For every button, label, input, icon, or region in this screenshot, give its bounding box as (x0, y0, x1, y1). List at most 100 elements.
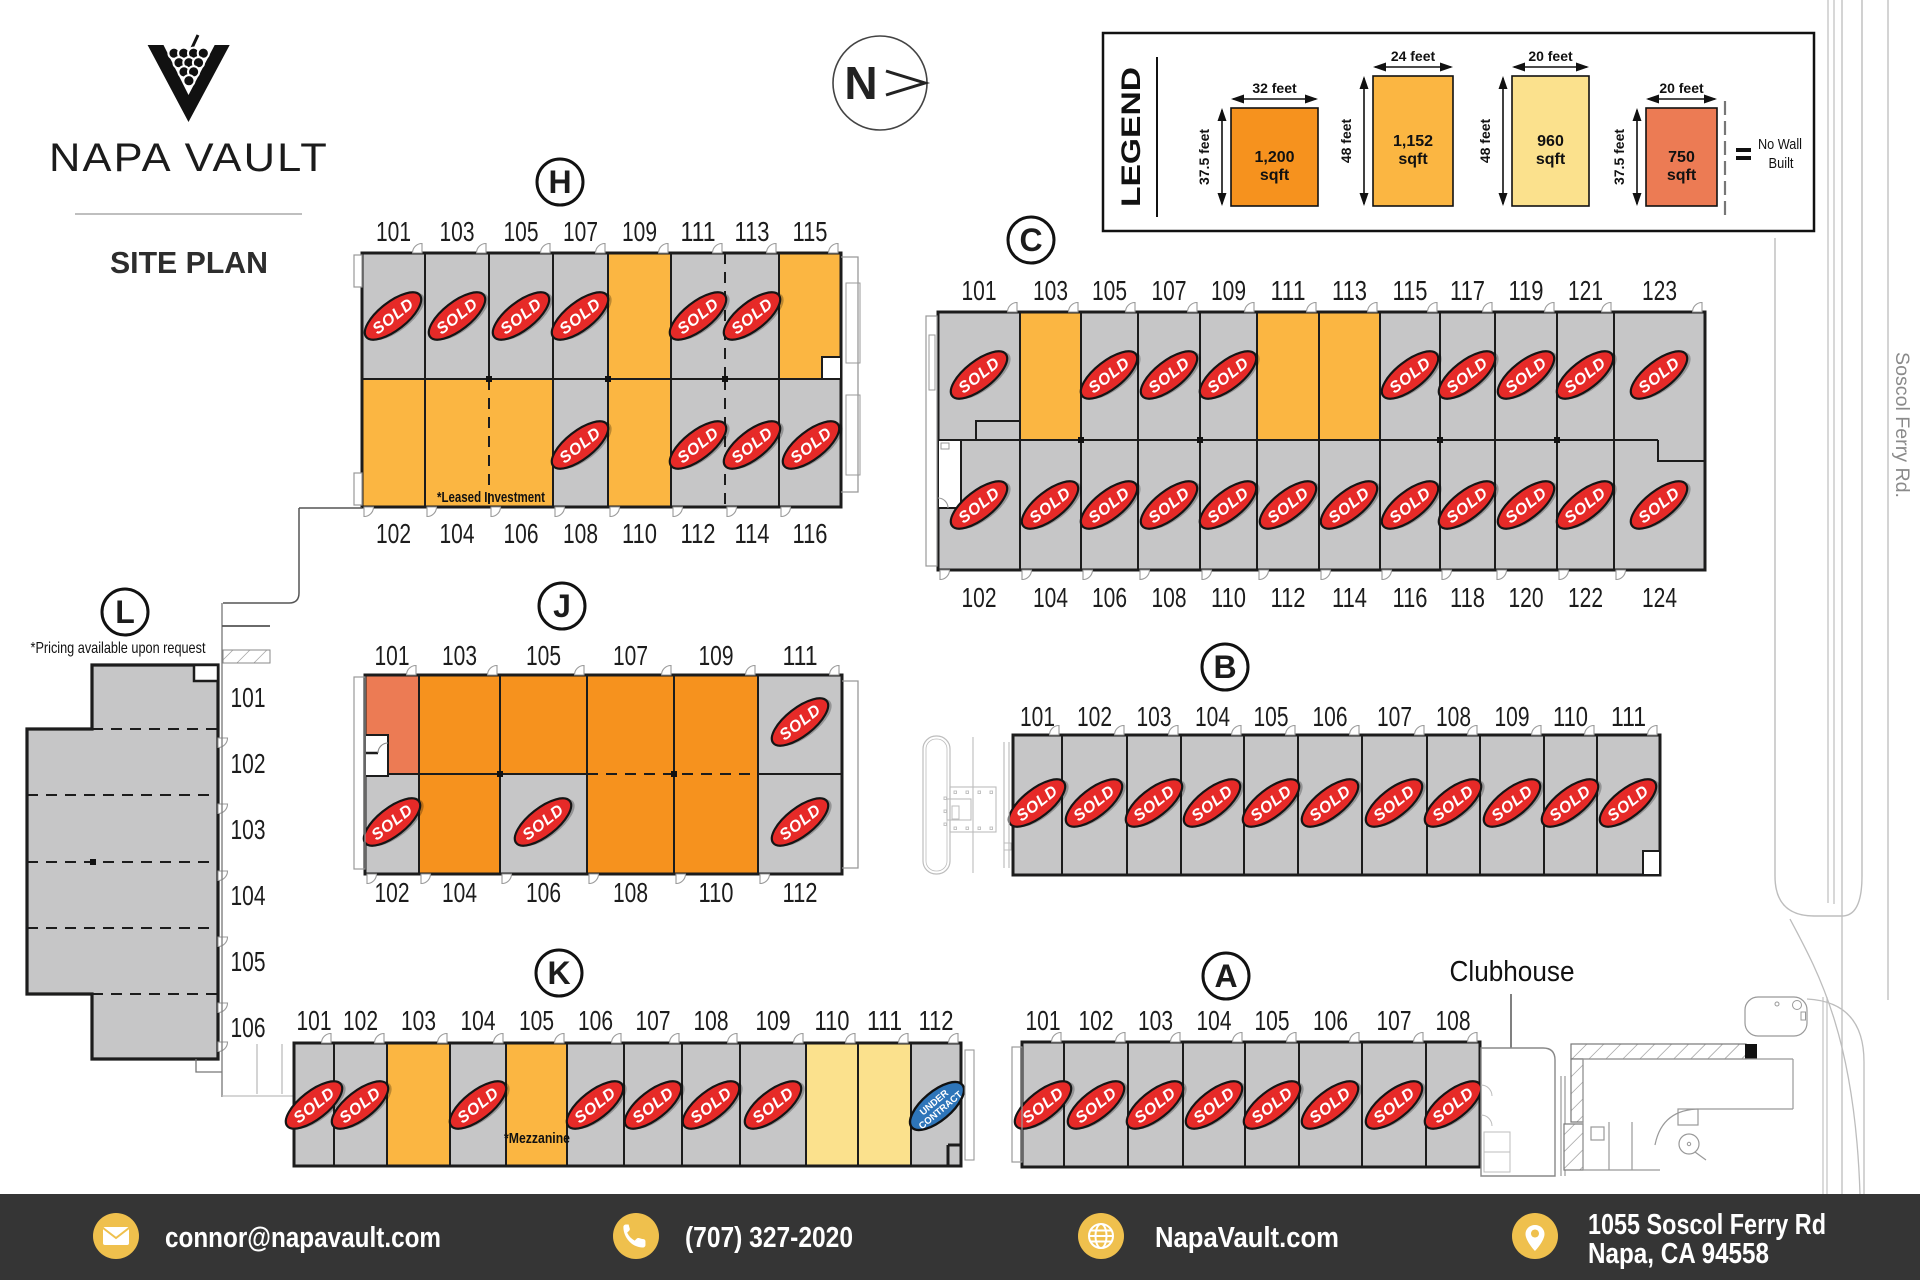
svg-text:105: 105 (1254, 701, 1289, 732)
svg-text:106: 106 (1313, 701, 1348, 732)
svg-text:101: 101 (1020, 701, 1055, 732)
svg-text:101: 101 (376, 216, 411, 247)
svg-text:110: 110 (1211, 582, 1246, 613)
svg-text:105: 105 (231, 946, 266, 977)
svg-text:107: 107 (636, 1005, 671, 1036)
svg-text:110: 110 (1553, 701, 1588, 732)
svg-text:102: 102 (962, 582, 997, 613)
svg-text:sqft: sqft (1260, 167, 1290, 184)
svg-text:112: 112 (1271, 582, 1306, 613)
svg-text:SITE PLAN: SITE PLAN (110, 245, 268, 280)
svg-text:Clubhouse: Clubhouse (1450, 956, 1575, 988)
svg-text:111: 111 (867, 1005, 902, 1036)
svg-text:107: 107 (613, 640, 648, 671)
svg-text:102: 102 (231, 748, 266, 779)
svg-text:(707) 327-2020: (707) 327-2020 (685, 1222, 853, 1254)
svg-text:104: 104 (231, 880, 266, 911)
svg-text:109: 109 (1495, 701, 1530, 732)
svg-text:119: 119 (1509, 275, 1544, 306)
svg-text:115: 115 (793, 216, 828, 247)
svg-text:107: 107 (1152, 275, 1187, 306)
svg-text:connor@napavault.com: connor@napavault.com (165, 1222, 441, 1254)
svg-text:1055 Soscol Ferry Rd: 1055 Soscol Ferry Rd (1588, 1209, 1826, 1241)
svg-text:N: N (844, 57, 877, 109)
svg-text:112: 112 (681, 518, 716, 549)
svg-text:109: 109 (699, 640, 734, 671)
svg-text:111: 111 (681, 216, 716, 247)
svg-text:102: 102 (376, 518, 411, 549)
svg-text:Soscol Ferry Rd.: Soscol Ferry Rd. (1891, 352, 1912, 498)
svg-text:NAPA VAULT: NAPA VAULT (49, 136, 329, 180)
svg-text:K: K (547, 955, 570, 991)
svg-text:104: 104 (440, 518, 475, 549)
svg-text:101: 101 (231, 682, 266, 713)
svg-text:108: 108 (1152, 582, 1187, 613)
svg-text:101: 101 (962, 275, 997, 306)
svg-text:111: 111 (1271, 275, 1306, 306)
svg-text:101: 101 (375, 640, 410, 671)
svg-text:108: 108 (613, 877, 648, 908)
svg-text:110: 110 (699, 877, 734, 908)
svg-text:48 feet: 48 feet (1338, 118, 1354, 163)
svg-text:Built: Built (1769, 155, 1795, 172)
svg-text:105: 105 (519, 1005, 554, 1036)
svg-text:116: 116 (793, 518, 828, 549)
svg-text:105: 105 (504, 216, 539, 247)
svg-text:106: 106 (1092, 582, 1127, 613)
svg-text:106: 106 (578, 1005, 613, 1036)
svg-text:104: 104 (1033, 582, 1068, 613)
svg-text:122: 122 (1568, 582, 1603, 613)
svg-text:102: 102 (1079, 1005, 1114, 1036)
svg-text:112: 112 (783, 877, 818, 908)
svg-text:107: 107 (563, 216, 598, 247)
svg-text:106: 106 (526, 877, 561, 908)
svg-text:104: 104 (442, 877, 477, 908)
svg-text:48 feet: 48 feet (1477, 118, 1493, 163)
svg-text:Napa, CA 94558: Napa, CA 94558 (1588, 1238, 1769, 1270)
svg-text:123: 123 (1642, 275, 1677, 306)
svg-text:109: 109 (622, 216, 657, 247)
svg-text:NapaVault.com: NapaVault.com (1155, 1222, 1339, 1254)
svg-text:121: 121 (1568, 275, 1603, 306)
svg-text:105: 105 (526, 640, 561, 671)
svg-text:37.5 feet: 37.5 feet (1196, 129, 1212, 185)
svg-text:J: J (553, 588, 571, 624)
svg-text:106: 106 (504, 518, 539, 549)
svg-text:102: 102 (343, 1005, 378, 1036)
svg-text:32 feet: 32 feet (1252, 80, 1297, 96)
svg-text:124: 124 (1642, 582, 1677, 613)
svg-text:107: 107 (1377, 701, 1412, 732)
svg-text:108: 108 (1436, 1005, 1471, 1036)
svg-text:103: 103 (1137, 701, 1172, 732)
svg-text:LEGEND: LEGEND (1116, 67, 1146, 207)
svg-text:102: 102 (375, 877, 410, 908)
svg-text:37.5 feet: 37.5 feet (1611, 129, 1627, 185)
svg-text:116: 116 (1393, 582, 1428, 613)
svg-text:114: 114 (735, 518, 770, 549)
svg-text:111: 111 (783, 640, 818, 671)
svg-text:113: 113 (735, 216, 770, 247)
svg-text:*Mezzanine: *Mezzanine (504, 1130, 570, 1147)
svg-text:750: 750 (1668, 149, 1695, 166)
svg-text:110: 110 (815, 1005, 850, 1036)
svg-text:101: 101 (1026, 1005, 1061, 1036)
svg-text:L: L (115, 594, 135, 630)
svg-text:102: 102 (1077, 701, 1112, 732)
svg-text:sqft: sqft (1667, 167, 1697, 184)
svg-text:113: 113 (1332, 275, 1367, 306)
svg-text:120: 120 (1509, 582, 1544, 613)
svg-text:104: 104 (1197, 1005, 1232, 1036)
svg-text:sqft: sqft (1536, 151, 1566, 168)
svg-text:105: 105 (1255, 1005, 1290, 1036)
svg-text:No Wall: No Wall (1758, 136, 1802, 153)
svg-text:104: 104 (461, 1005, 496, 1036)
svg-text:108: 108 (694, 1005, 729, 1036)
svg-text:20 feet: 20 feet (1659, 80, 1704, 96)
svg-text:117: 117 (1450, 275, 1485, 306)
svg-text:103: 103 (440, 216, 475, 247)
svg-text:103: 103 (231, 814, 266, 845)
svg-text:106: 106 (1313, 1005, 1348, 1036)
svg-text:108: 108 (1436, 701, 1471, 732)
svg-text:960: 960 (1537, 133, 1564, 150)
svg-text:101: 101 (297, 1005, 332, 1036)
